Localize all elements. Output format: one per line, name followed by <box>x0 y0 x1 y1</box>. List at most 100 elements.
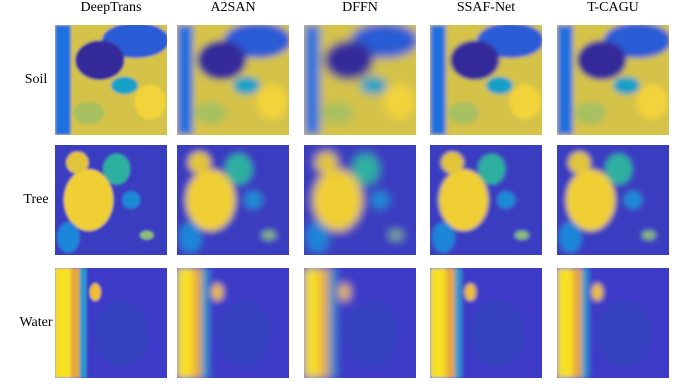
column-header: T-CAGU <box>587 0 639 15</box>
map-region <box>111 76 138 95</box>
map-region <box>321 102 354 124</box>
map-content <box>55 145 167 255</box>
map-region <box>478 153 506 185</box>
abundance-map <box>55 25 167 135</box>
map-region <box>70 268 82 378</box>
abundance-map <box>557 268 669 378</box>
map-region <box>304 268 325 378</box>
abundance-map <box>430 25 542 135</box>
map-content <box>177 25 289 135</box>
map-region <box>572 268 584 378</box>
map-region <box>565 169 616 231</box>
map-region <box>557 25 573 135</box>
row-header: Tree <box>23 192 49 207</box>
map-region <box>450 40 500 80</box>
map-region <box>103 153 131 185</box>
map-region <box>430 25 446 135</box>
map-region <box>89 283 101 301</box>
abundance-map <box>430 145 542 255</box>
abundance-map <box>177 145 289 255</box>
map-region <box>636 84 668 120</box>
column-header: DFFN <box>342 0 378 15</box>
map-content <box>304 25 416 135</box>
map-content <box>177 268 289 378</box>
abundance-map <box>304 145 416 255</box>
map-content <box>430 145 542 255</box>
map-region <box>177 268 198 378</box>
map-region <box>577 40 627 80</box>
map-region <box>63 169 114 231</box>
map-region <box>486 76 513 95</box>
map-region <box>613 76 640 95</box>
map-region <box>194 102 227 124</box>
map-region <box>55 268 76 378</box>
map-region <box>122 191 141 209</box>
abundance-map <box>557 25 669 135</box>
map-region <box>447 102 480 124</box>
map-region <box>559 222 582 253</box>
abundance-map <box>177 25 289 135</box>
map-region <box>389 230 403 240</box>
map-region <box>343 301 400 367</box>
map-region <box>438 169 489 231</box>
map-region <box>79 268 87 378</box>
row-header: Water <box>19 315 53 330</box>
map-region <box>315 151 338 174</box>
row-header: Soil <box>24 72 48 87</box>
map-region <box>464 283 476 301</box>
map-region <box>244 191 263 209</box>
map-content <box>55 268 167 378</box>
map-region <box>445 268 457 378</box>
map-region <box>57 222 80 253</box>
map-region <box>568 151 591 174</box>
map-region <box>515 230 529 240</box>
map-content <box>430 25 542 135</box>
map-region <box>624 191 643 209</box>
map-region <box>185 169 236 231</box>
map-region <box>75 40 125 80</box>
map-region <box>509 84 541 120</box>
map-content <box>55 25 167 135</box>
column-header: SSAF-Net <box>456 0 516 15</box>
map-region <box>591 283 603 301</box>
map-region <box>319 268 331 378</box>
map-region <box>469 301 526 367</box>
map-region <box>72 102 105 124</box>
map-region <box>338 283 350 301</box>
abundance-map <box>430 268 542 378</box>
map-region <box>304 25 320 135</box>
map-region <box>454 268 462 378</box>
map-region <box>596 301 653 367</box>
map-region <box>94 301 151 367</box>
map-region <box>197 40 247 80</box>
map-region <box>371 191 390 209</box>
map-region <box>233 76 260 95</box>
map-region <box>188 151 211 174</box>
map-region <box>201 268 209 378</box>
map-region <box>192 268 204 378</box>
map-region <box>306 222 329 253</box>
map-region <box>557 268 578 378</box>
map-region <box>312 169 363 231</box>
abundance-map <box>55 145 167 255</box>
map-content <box>557 268 669 378</box>
map-region <box>216 301 273 367</box>
map-region <box>352 153 380 185</box>
map-region <box>642 230 656 240</box>
abundance-map <box>177 268 289 378</box>
map-region <box>441 151 464 174</box>
map-region <box>179 222 202 253</box>
map-region <box>134 84 166 120</box>
map-region <box>497 191 516 209</box>
map-content <box>177 145 289 255</box>
map-content <box>557 25 669 135</box>
map-region <box>328 268 336 378</box>
map-region <box>140 230 154 240</box>
map-region <box>256 84 288 120</box>
map-region <box>430 268 451 378</box>
abundance-map <box>304 268 416 378</box>
map-region <box>383 84 415 120</box>
map-region <box>177 25 193 135</box>
map-content <box>430 268 542 378</box>
